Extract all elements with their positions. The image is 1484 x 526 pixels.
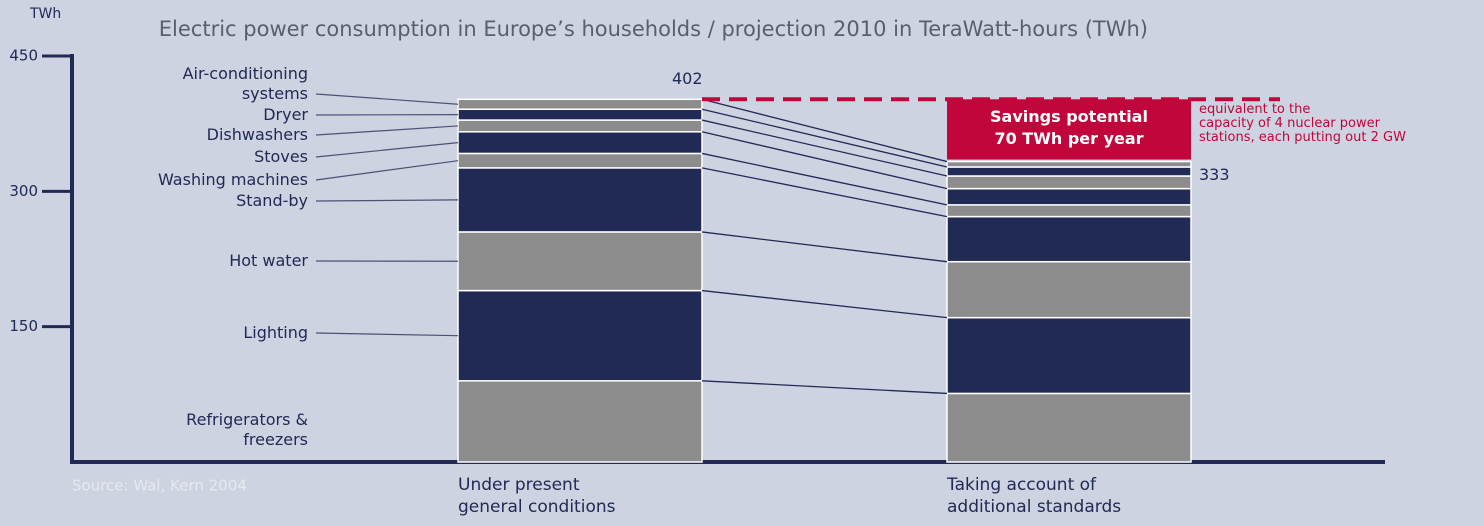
bar-segment <box>946 215 1192 263</box>
leader-line <box>315 93 459 105</box>
leader-line <box>315 199 459 202</box>
y-axis-label: TWh <box>29 6 61 22</box>
connector <box>701 131 948 190</box>
bar-segment <box>457 152 703 169</box>
series-label: Lighting <box>243 323 308 342</box>
savings-note: capacity of 4 nuclear power <box>1199 116 1381 131</box>
leader-line <box>315 160 459 181</box>
y-tick-label: 150 <box>9 317 38 335</box>
bar-segment <box>457 380 703 463</box>
bar-segment <box>457 108 703 121</box>
series-label: Stoves <box>254 147 308 166</box>
connector <box>701 380 948 395</box>
savings-box <box>947 99 1191 160</box>
connector <box>701 119 948 177</box>
connector <box>701 289 948 319</box>
connector <box>701 108 948 168</box>
y-tick-label: 450 <box>9 47 38 65</box>
bar-segment <box>946 175 1192 190</box>
leader-line <box>315 125 459 136</box>
category-label: Taking account of additional standards <box>947 475 1122 517</box>
source: Source: Wal, Kern 2004 <box>72 477 247 495</box>
category-label: Under present general conditions <box>458 475 616 517</box>
y-tick-label: 300 <box>9 182 38 200</box>
bar-segment <box>946 316 1192 395</box>
bar-segment <box>946 392 1192 463</box>
bar-segment <box>457 167 703 233</box>
connector <box>701 167 948 218</box>
bar-segment <box>946 160 1192 168</box>
leader-line <box>315 142 459 158</box>
bar-segment <box>457 289 703 382</box>
bar-segment <box>946 166 1192 177</box>
chart-title: Electric power consumption in Europe’s h… <box>159 17 1148 41</box>
series-label: Stand-by <box>236 191 308 210</box>
bar-segment <box>457 131 703 155</box>
total-label: 333 <box>1199 165 1230 184</box>
bar-segment <box>457 231 703 292</box>
savings-title: Savings potential <box>990 107 1148 126</box>
bar-segment <box>946 260 1192 319</box>
leader-line <box>315 332 459 337</box>
series-label: Hot water <box>229 251 308 270</box>
savings-title: 70 TWh per year <box>994 129 1143 148</box>
series-label: Dryer <box>263 105 308 124</box>
bar-segment <box>457 119 703 133</box>
connector <box>701 152 948 206</box>
series-label: Refrigerators & freezers <box>186 410 308 449</box>
savings-note: equivalent to the <box>1199 102 1310 117</box>
series-label: Dishwashers <box>206 125 308 144</box>
connector <box>701 98 948 163</box>
bar-segment <box>946 204 1192 218</box>
bar-segment <box>946 187 1192 206</box>
savings-note: stations, each putting out 2 GW <box>1199 130 1406 145</box>
series-label: Washing machines <box>158 170 308 189</box>
connector <box>701 231 948 263</box>
total-label: 402 <box>672 69 703 88</box>
bar-segment <box>457 98 703 110</box>
series-label: Air-conditioning systems <box>182 64 308 103</box>
